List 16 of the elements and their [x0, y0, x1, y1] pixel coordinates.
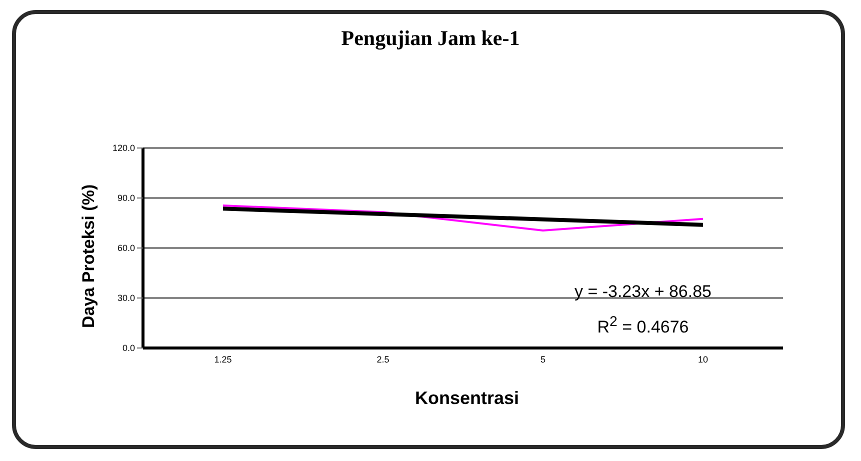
y-tick-label: 60.0 — [117, 243, 135, 254]
y-axis-title: Daya Proteksi (%) — [79, 184, 98, 328]
y-tick-label: 0.0 — [122, 343, 135, 354]
annotation: R$^{2}$ = 0.4676 — [596, 313, 690, 338]
x-axis-title: Konsentrasi — [414, 388, 520, 409]
line-series — [221, 206, 705, 227]
x-tick-label: 10 — [698, 354, 708, 364]
chart-title: Pengujian Jam ke-1 — [340, 26, 521, 51]
x-tick-label: 2.5 — [376, 354, 390, 364]
annotation: y = -3.23x + 86.85 — [573, 282, 713, 302]
y-tick-label: 90.0 — [117, 193, 135, 204]
x-tick-label: 5 — [540, 354, 546, 364]
y-tick-label: 120.0 — [112, 143, 135, 154]
x-tick-label: 1.25 — [214, 354, 232, 364]
line-series — [222, 204, 704, 232]
y-tick-label: 30.0 — [117, 293, 135, 304]
